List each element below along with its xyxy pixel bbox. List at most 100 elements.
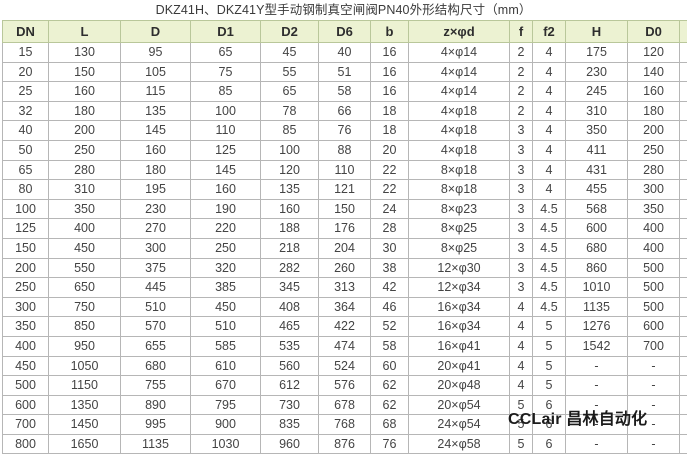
cell-b: 62 bbox=[371, 376, 409, 396]
cell-f: 3 bbox=[510, 238, 533, 258]
cell-重量-kg: 386 bbox=[680, 278, 687, 298]
cell-f: 3 bbox=[510, 278, 533, 298]
cell-重量-kg: 574 bbox=[680, 297, 687, 317]
cell-D2: 160 bbox=[261, 199, 319, 219]
cell-D1: 795 bbox=[191, 395, 261, 415]
cell-L: 150 bbox=[49, 62, 121, 82]
cell-f2: 4 bbox=[533, 140, 566, 160]
cell-重量-kg: 1001 bbox=[680, 336, 687, 356]
cell-f: 3 bbox=[510, 140, 533, 160]
cell-z--d: 8×φ25 bbox=[409, 219, 510, 239]
cell-D: 890 bbox=[121, 395, 191, 415]
cell-D0: 500 bbox=[628, 278, 680, 298]
cell-D2: 120 bbox=[261, 160, 319, 180]
cell-DN: 80 bbox=[3, 180, 49, 200]
cell-重量-kg: 162 bbox=[680, 238, 687, 258]
cell-DN: 400 bbox=[3, 336, 49, 356]
cell-D1: 145 bbox=[191, 160, 261, 180]
cell-H: - bbox=[566, 376, 628, 396]
cell-f: 5 bbox=[510, 395, 533, 415]
cell-D0: 400 bbox=[628, 238, 680, 258]
cell-f: 2 bbox=[510, 62, 533, 82]
cell-f: 4 bbox=[510, 297, 533, 317]
column-header-0: DN bbox=[3, 21, 49, 43]
cell-D2: 465 bbox=[261, 317, 319, 337]
cell-D: 510 bbox=[121, 297, 191, 317]
cell-b: 68 bbox=[371, 415, 409, 435]
cell-D0: - bbox=[628, 356, 680, 376]
cell-D: 995 bbox=[121, 415, 191, 435]
cell-D: 270 bbox=[121, 219, 191, 239]
cell-z--d: 8×φ18 bbox=[409, 160, 510, 180]
cell-D0: 180 bbox=[628, 101, 680, 121]
cell-DN: 300 bbox=[3, 297, 49, 317]
cell-z--d: 20×φ48 bbox=[409, 376, 510, 396]
cell-D: 160 bbox=[121, 140, 191, 160]
cell-f: 3 bbox=[510, 180, 533, 200]
cell-L: 1050 bbox=[49, 356, 121, 376]
cell-f2: 4.5 bbox=[533, 297, 566, 317]
cell-b: 58 bbox=[371, 336, 409, 356]
cell-b: 76 bbox=[371, 434, 409, 454]
cell-z--d: 8×φ23 bbox=[409, 199, 510, 219]
cell-f: 2 bbox=[510, 82, 533, 102]
cell-D6: 876 bbox=[319, 434, 371, 454]
cell-L: 450 bbox=[49, 238, 121, 258]
cell-f2: 4 bbox=[533, 101, 566, 121]
cell-D1: 610 bbox=[191, 356, 261, 376]
cell-D1: 190 bbox=[191, 199, 261, 219]
cell-D2: 408 bbox=[261, 297, 319, 317]
cell-D2: 730 bbox=[261, 395, 319, 415]
cell-重量-kg: 41 bbox=[680, 160, 687, 180]
cell-D: 145 bbox=[121, 121, 191, 141]
cell-H: 455 bbox=[566, 180, 628, 200]
cell-D0: 140 bbox=[628, 62, 680, 82]
cell-z--d: 16×φ34 bbox=[409, 297, 510, 317]
cell-L: 550 bbox=[49, 258, 121, 278]
cell-D1: 670 bbox=[191, 376, 261, 396]
cell-D0: 400 bbox=[628, 219, 680, 239]
cell-D: 300 bbox=[121, 238, 191, 258]
cell-f2: 4.5 bbox=[533, 238, 566, 258]
cell-L: 400 bbox=[49, 219, 121, 239]
cell-f: 3 bbox=[510, 121, 533, 141]
column-header-12: 重量/kg bbox=[680, 21, 687, 43]
cell-b: 24 bbox=[371, 199, 409, 219]
cell-H: 175 bbox=[566, 43, 628, 63]
cell-D0: 120 bbox=[628, 43, 680, 63]
cell-b: 62 bbox=[371, 395, 409, 415]
cell-D1: 510 bbox=[191, 317, 261, 337]
cell-D6: 58 bbox=[319, 82, 371, 102]
cell-H: - bbox=[566, 395, 628, 415]
cell-H: 600 bbox=[566, 219, 628, 239]
cell-D: 1135 bbox=[121, 434, 191, 454]
cell-D0: 600 bbox=[628, 317, 680, 337]
cell-D: 230 bbox=[121, 199, 191, 219]
cell-D6: 474 bbox=[319, 336, 371, 356]
cell-H: - bbox=[566, 356, 628, 376]
cell-DN: 25 bbox=[3, 82, 49, 102]
cell-H: 1542 bbox=[566, 336, 628, 356]
cell-L: 130 bbox=[49, 43, 121, 63]
cell-f: 3 bbox=[510, 258, 533, 278]
cell-D: 655 bbox=[121, 336, 191, 356]
cell-D6: 76 bbox=[319, 121, 371, 141]
cell-D6: 768 bbox=[319, 415, 371, 435]
cell-f: 3 bbox=[510, 199, 533, 219]
cell-b: 28 bbox=[371, 219, 409, 239]
cell-重量-kg: 33 bbox=[680, 121, 687, 141]
cell-f: 3 bbox=[510, 219, 533, 239]
cell-D1: 125 bbox=[191, 140, 261, 160]
column-header-1: L bbox=[49, 21, 121, 43]
cell-D2: 218 bbox=[261, 238, 319, 258]
cell-D2: 835 bbox=[261, 415, 319, 435]
cell-H: - bbox=[566, 434, 628, 454]
